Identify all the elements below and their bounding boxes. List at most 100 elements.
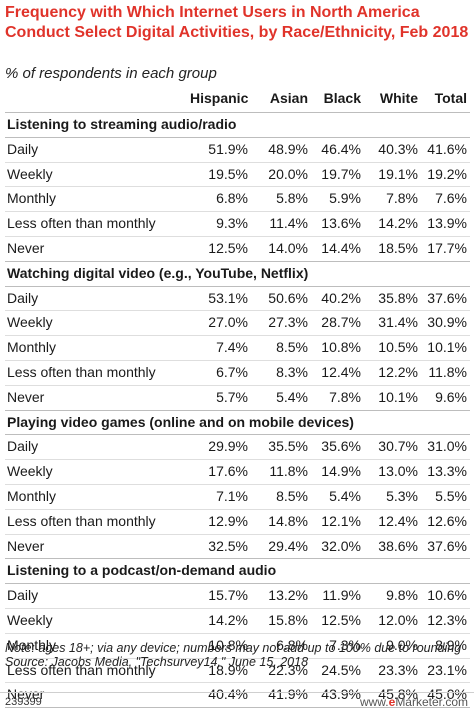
row-label: Daily: [5, 583, 190, 609]
table-cell: 5.8%: [251, 186, 311, 213]
table-row: Monthly 7.4% 8.5% 10.8% 10.5% 10.1%: [5, 335, 470, 361]
chart-subtitle: % of respondents in each group: [5, 65, 217, 82]
table-cell: 7.6%: [421, 186, 470, 213]
table-row: Monthly 7.1% 8.5% 5.4% 5.3% 5.5%: [5, 484, 470, 510]
section-title: Listening to a podcast/on-demand audio: [5, 558, 470, 585]
table-cell: 13.3%: [421, 459, 470, 485]
table-cell: 14.9%: [311, 459, 364, 485]
table-cell: 5.3%: [364, 484, 421, 510]
row-label: Monthly: [5, 335, 190, 361]
table-cell: 17.6%: [190, 459, 251, 485]
table-cell: 12.2%: [364, 360, 421, 386]
table-cell: 28.7%: [311, 310, 364, 337]
section-title: Watching digital video (e.g., YouTube, N…: [5, 261, 470, 287]
table-cell: 30.9%: [421, 310, 470, 337]
row-label: Daily: [5, 434, 190, 461]
table-cell: 19.2%: [421, 162, 470, 188]
section-title: Listening to streaming audio/radio: [5, 112, 470, 138]
table-cell: 8.9%: [421, 633, 470, 659]
table-cell: 41.9%: [251, 682, 311, 709]
row-label: Never: [5, 534, 190, 560]
table-cell: 31.0%: [421, 434, 470, 461]
table-cell: 14.2%: [190, 608, 251, 634]
table-cell: 32.5%: [190, 534, 251, 560]
table-cell: 18.9%: [190, 658, 251, 684]
table-cell: 10.1%: [421, 335, 470, 361]
table-cell: 24.5%: [311, 658, 364, 684]
table-row: Never 5.7% 5.4% 7.8% 10.1% 9.6%: [5, 385, 470, 411]
brand-e: e: [388, 695, 396, 709]
brand-link[interactable]: www.eMarketer.com: [360, 695, 468, 709]
table-row: Weekly 14.2% 15.8% 12.5% 12.0% 12.3%: [5, 608, 470, 634]
table-row: Never 40.4% 41.9% 43.9% 45.8% 45.0%: [5, 682, 470, 709]
chart-title: Frequency with Which Internet Users in N…: [5, 4, 469, 41]
table-cell: 5.9%: [311, 186, 364, 213]
table-cell: 27.0%: [190, 310, 251, 337]
table-cell: 13.2%: [251, 583, 311, 609]
table-cell: 40.3%: [364, 137, 421, 163]
table-row: Never 32.5% 29.4% 32.0% 38.6% 37.6%: [5, 534, 470, 560]
row-label: Less often than monthly: [5, 211, 190, 237]
table-row: Weekly 19.5% 20.0% 19.7% 19.1% 19.2%: [5, 162, 470, 188]
row-label: Weekly: [5, 310, 190, 337]
data-table: Hispanic Asian Black White Total Listeni…: [5, 86, 470, 709]
table-cell: 11.8%: [421, 360, 470, 386]
table-cell: 19.5%: [190, 162, 251, 188]
table-cell: 10.5%: [364, 335, 421, 361]
column-header: Total: [421, 86, 470, 113]
table-cell: 7.8%: [364, 186, 421, 213]
table-cell: 23.3%: [364, 658, 421, 684]
table-cell: 5.4%: [251, 385, 311, 411]
row-label: Never: [5, 236, 190, 262]
table-cell: 7.4%: [190, 335, 251, 361]
column-header: Asian: [251, 86, 311, 113]
table-cell: 23.1%: [421, 658, 470, 684]
table-cell: 7.3%: [311, 633, 364, 659]
table-cell: 9.0%: [364, 633, 421, 659]
table-cell: 8.3%: [251, 360, 311, 386]
table-cell: 9.6%: [421, 385, 470, 411]
table-cell: 40.2%: [311, 286, 364, 312]
row-label: Weekly: [5, 608, 190, 634]
section-header-row: Listening to a podcast/on-demand audio: [5, 558, 470, 585]
table-cell: 22.3%: [251, 658, 311, 684]
row-label: Weekly: [5, 162, 190, 188]
header-row: Hispanic Asian Black White Total: [5, 86, 470, 113]
table-cell: 13.9%: [421, 211, 470, 237]
table-cell: 14.4%: [311, 236, 364, 262]
table-cell: 8.5%: [251, 484, 311, 510]
table-row: Daily 29.9% 35.5% 35.6% 30.7% 31.0%: [5, 434, 470, 461]
table-cell: 29.4%: [251, 534, 311, 560]
table-cell: 12.3%: [421, 608, 470, 634]
table-cell: 46.4%: [311, 137, 364, 163]
table-cell: 45.8%: [364, 682, 421, 709]
table-cell: 13.0%: [364, 459, 421, 485]
table-cell: 7.1%: [190, 484, 251, 510]
table-row: Weekly 17.6% 11.8% 14.9% 13.0% 13.3%: [5, 459, 470, 485]
table-cell: 14.2%: [364, 211, 421, 237]
table-cell: 37.6%: [421, 534, 470, 560]
table-cell: 51.9%: [190, 137, 251, 163]
row-label: Weekly: [5, 459, 190, 485]
table-cell: 19.1%: [364, 162, 421, 188]
row-label: Monthly: [5, 186, 190, 213]
table-row: Monthly 6.8% 5.8% 5.9% 7.8% 7.6%: [5, 186, 470, 213]
row-label: Less often than monthly: [5, 509, 190, 535]
table-cell: 43.9%: [311, 682, 364, 709]
source-text: Source: Jacobs Media, "Techsurvey14," Ju…: [5, 655, 309, 669]
row-label: Never: [5, 682, 190, 709]
table-row: Weekly 27.0% 27.3% 28.7% 31.4% 30.9%: [5, 310, 470, 337]
section-header-row: Playing video games (online and on mobil…: [5, 410, 470, 436]
table-cell: 11.4%: [251, 211, 311, 237]
table-cell: 6.8%: [251, 633, 311, 659]
table-cell: 13.6%: [311, 211, 364, 237]
table-cell: 41.6%: [421, 137, 470, 163]
table-cell: 12.1%: [311, 509, 364, 535]
note-text: Note: ages 18+; via any device; numbers …: [5, 641, 462, 655]
table-cell: 17.7%: [421, 236, 470, 262]
table-row: Less often than monthly 9.3% 11.4% 13.6% 14.…: [5, 211, 470, 237]
row-label: Monthly: [5, 633, 190, 659]
table-cell: 12.5%: [190, 236, 251, 262]
table-cell: 31.4%: [364, 310, 421, 337]
table-cell: 5.5%: [421, 484, 470, 510]
